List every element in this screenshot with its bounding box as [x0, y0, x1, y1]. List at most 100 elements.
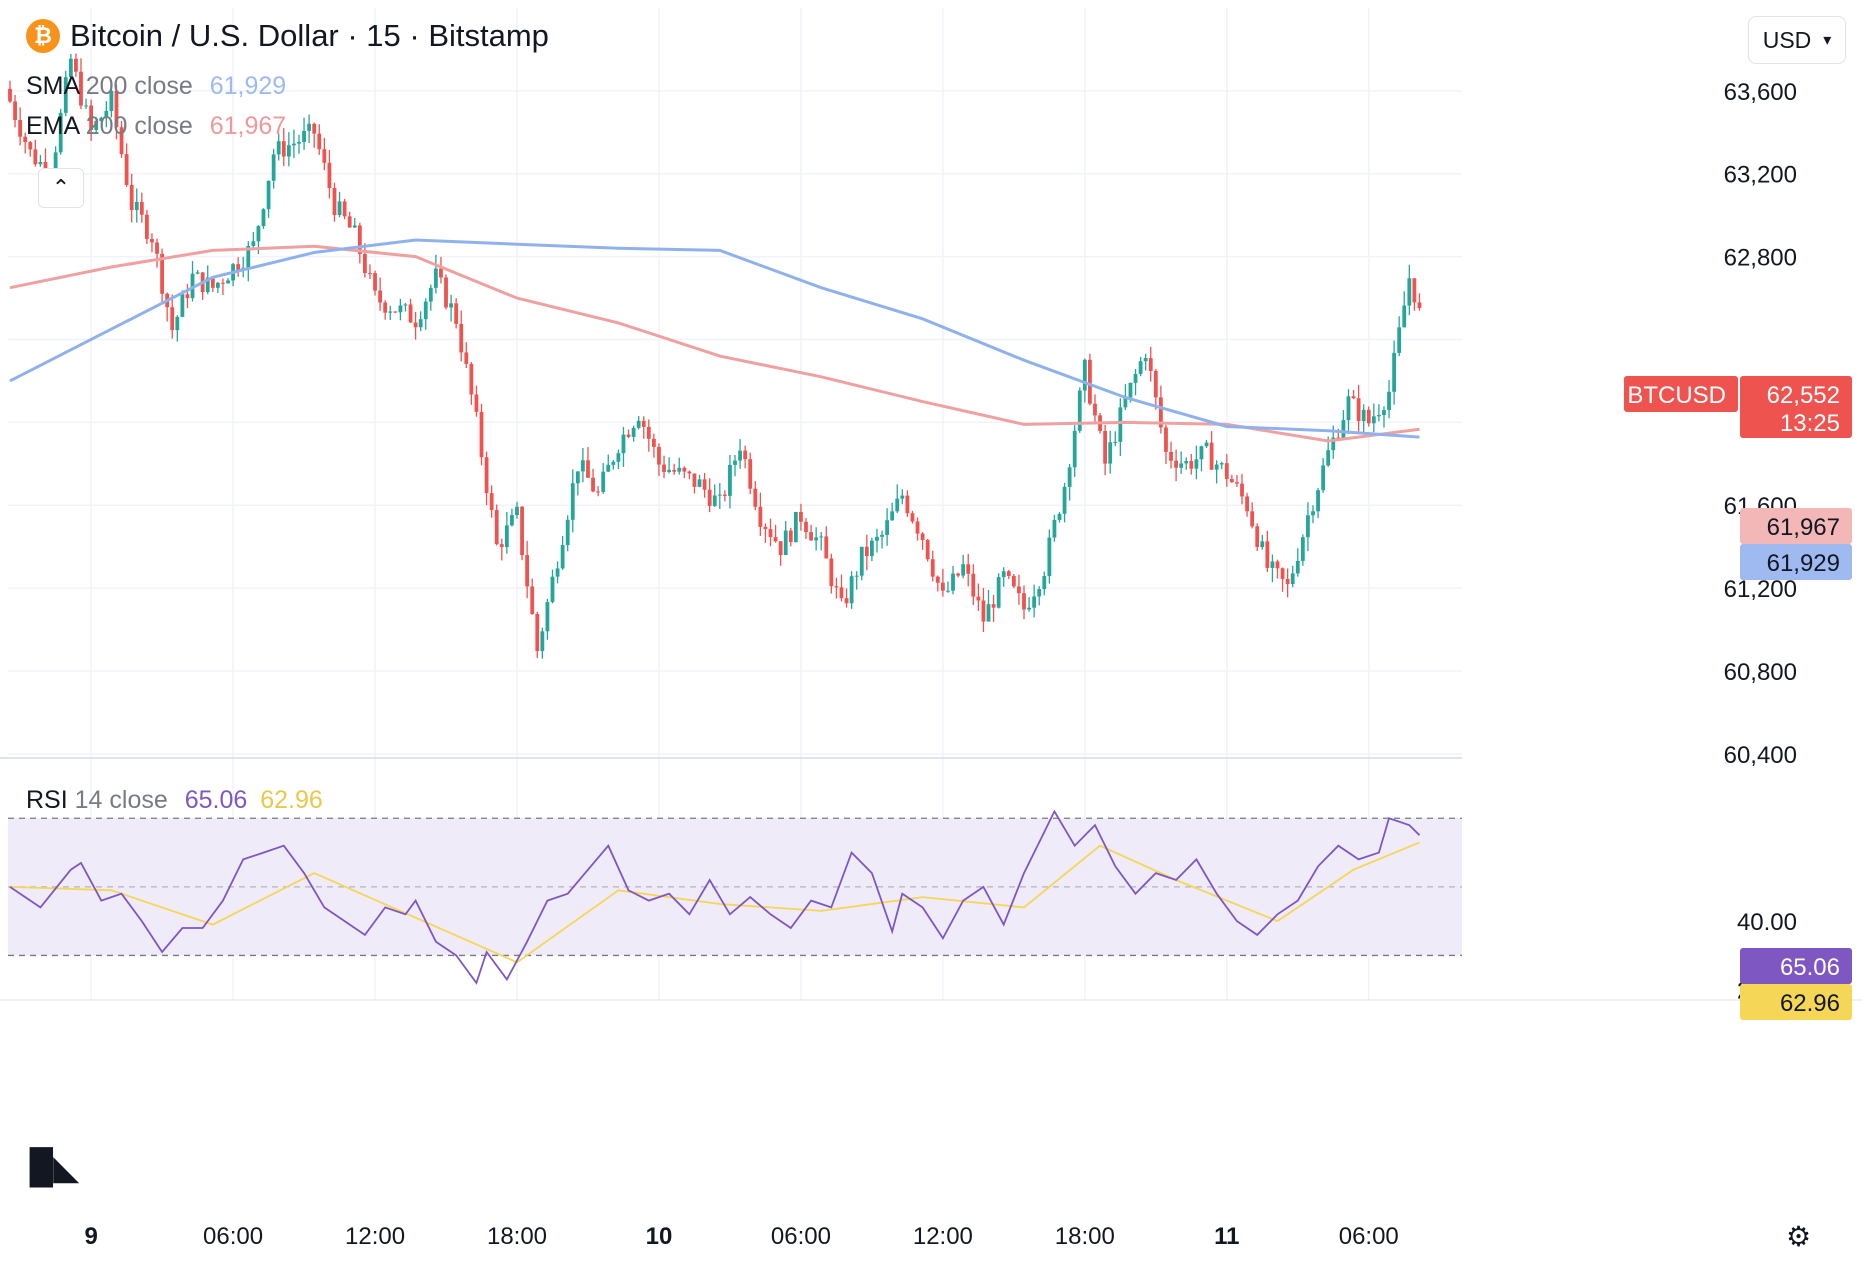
ema-name: EMA [26, 112, 79, 140]
candle-body [1164, 427, 1168, 452]
candle-body [1392, 352, 1397, 392]
candle-body [596, 491, 601, 493]
rsi-line [9, 809, 1421, 985]
candle-body [114, 90, 119, 128]
candle-body [215, 282, 220, 288]
candle-body [1153, 370, 1158, 398]
tradingview-logo-icon[interactable]: ▉◣ [30, 1149, 79, 1187]
candle-body [535, 613, 540, 652]
candle-body [1255, 526, 1260, 548]
candle-body [286, 145, 291, 157]
candle-body [1331, 437, 1336, 451]
candle-body [499, 544, 504, 548]
candle-body [1361, 409, 1366, 422]
time-tick-label: 18:00 [1055, 1223, 1115, 1250]
candle-body [768, 529, 773, 538]
candle-body [256, 226, 261, 242]
candle-body [1285, 578, 1290, 585]
candle-body [799, 512, 803, 522]
sma-price-badge-text: 61,929 [1767, 550, 1840, 577]
candle-body [586, 460, 590, 478]
candle-body [1032, 596, 1037, 608]
currency-selector[interactable]: USD ▾ [1748, 16, 1846, 64]
candle-body [1417, 302, 1422, 308]
collapse-legend-button[interactable]: ⌃ [38, 168, 84, 208]
rsi-lines [9, 809, 1421, 985]
candle-body [575, 471, 580, 484]
symbol-header[interactable]: ₿ Bitcoin / U.S. Dollar · 15 · Bitstamp [26, 18, 549, 54]
symbol-title: Bitcoin / U.S. Dollar · 15 · Bitstamp [70, 18, 549, 53]
sma-legend[interactable]: SMA 200 close 61,929 [26, 72, 286, 101]
candle-body [1402, 305, 1407, 328]
rsi-band [8, 817, 1462, 957]
candle-body [875, 536, 879, 541]
candle-body [1174, 460, 1178, 468]
candle-body [464, 352, 469, 364]
candle-body [788, 530, 793, 543]
candle-body [935, 576, 940, 583]
candle-body [1412, 278, 1417, 303]
last-price-badge-text: 62,552 [1767, 382, 1840, 409]
time-tick-label: 9 [84, 1223, 97, 1250]
candle-body [494, 510, 499, 545]
candle-body [170, 307, 175, 331]
candle-body [636, 420, 641, 428]
candle-body [79, 71, 83, 106]
candle-body [459, 323, 464, 353]
candle-body [1321, 465, 1326, 491]
candle-body [1057, 513, 1062, 520]
candle-body [1245, 496, 1249, 512]
candle-body [1240, 483, 1244, 497]
candle-body [961, 564, 966, 576]
gear-icon[interactable]: ⚙ [1786, 1221, 1812, 1252]
candle-body [74, 58, 78, 72]
candle-body [849, 576, 854, 604]
candle-body [1179, 463, 1184, 468]
candle-body [63, 77, 68, 113]
candle-body [119, 127, 124, 155]
candle-body [606, 464, 611, 472]
time-tick-label: 06:00 [1339, 1223, 1399, 1250]
candle-body [89, 105, 94, 130]
candle-body [560, 545, 565, 569]
candle-body [418, 319, 423, 328]
time-tick-label: 10 [646, 1223, 673, 1250]
sma-params: 200 close [85, 72, 193, 100]
candle-body [1077, 390, 1082, 431]
last-price-badge-text: 13:25 [1780, 410, 1840, 437]
candle-body [1128, 382, 1133, 398]
candle-body [221, 282, 225, 284]
candle-body [18, 120, 23, 137]
candle-body [951, 573, 955, 591]
candle-body [854, 575, 859, 577]
candle-body [53, 152, 58, 183]
candle-body [439, 268, 443, 278]
candle-body [1042, 576, 1047, 590]
candle-body [1397, 327, 1402, 353]
candle-body [991, 604, 996, 608]
candle-body [540, 631, 545, 652]
candle-body [819, 536, 824, 538]
candle-body [403, 304, 408, 306]
candle-body [804, 521, 808, 533]
candle-body [986, 604, 991, 622]
candle-body [327, 162, 332, 188]
candle-body [1047, 537, 1052, 577]
candle-body [1011, 575, 1016, 587]
ema-legend[interactable]: EMA 200 close 61,967 [26, 112, 286, 141]
candle-body [469, 363, 474, 395]
candle-body [550, 576, 555, 603]
candle-body [722, 494, 727, 496]
candle-body [1113, 441, 1118, 443]
candle-body [347, 216, 352, 228]
candle-body [271, 154, 276, 181]
time-tick-label: 12:00 [913, 1223, 973, 1250]
candle-body [1194, 459, 1199, 469]
candle-body [185, 294, 190, 299]
candle-body [1067, 467, 1072, 487]
candle-body [251, 241, 256, 246]
candle-body [449, 303, 453, 308]
rsi-legend[interactable]: RSI 14 close 65.06 62.96 [26, 786, 323, 815]
